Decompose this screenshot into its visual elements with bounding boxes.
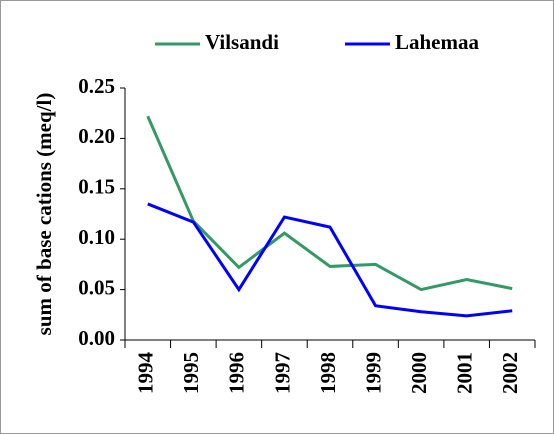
y-tick-label: 0.15 bbox=[78, 175, 115, 199]
y-tick-label: 0.00 bbox=[78, 326, 115, 350]
y-tick-label: 0.05 bbox=[78, 275, 115, 299]
y-tick-label: 0.20 bbox=[78, 124, 115, 148]
series-line bbox=[146, 115, 513, 292]
x-tick-label: 1997 bbox=[270, 352, 294, 394]
x-tick-label: 1994 bbox=[134, 352, 158, 395]
y-tick-label: 0.25 bbox=[78, 74, 115, 98]
x-tick-label: 1998 bbox=[316, 352, 340, 394]
x-tick-label: 2000 bbox=[407, 352, 431, 394]
legend-label: Vilsandi bbox=[205, 30, 279, 54]
y-axis-label: sum of base cations (meq/l) bbox=[32, 93, 56, 336]
x-tick-label: 1999 bbox=[361, 352, 385, 394]
x-tick-label: 2001 bbox=[452, 352, 476, 394]
y-tick-label: 0.10 bbox=[78, 225, 115, 249]
series-line bbox=[147, 202, 513, 318]
x-tick-label: 1995 bbox=[179, 352, 203, 394]
legend-label: Lahemaa bbox=[395, 30, 480, 54]
x-tick-label: 1996 bbox=[225, 352, 249, 394]
x-tick-label: 2002 bbox=[498, 352, 522, 394]
